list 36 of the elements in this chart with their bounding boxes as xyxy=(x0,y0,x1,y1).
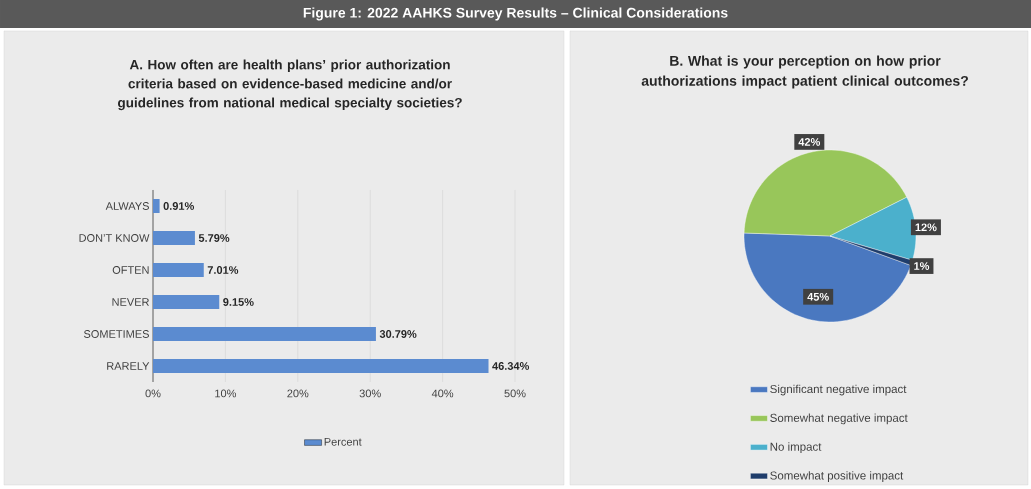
legend-label: Percent xyxy=(324,438,362,446)
bar xyxy=(153,358,489,373)
bar xyxy=(153,199,160,213)
data-label: 45% xyxy=(807,292,829,301)
bar xyxy=(153,294,220,309)
bar xyxy=(153,262,204,277)
x-tick-label: 10% xyxy=(215,389,237,398)
bar xyxy=(153,230,195,245)
chart-title: B. What is your perception on how prior authorizations impact patient clinical outcomes? xyxy=(641,55,968,89)
y-tick-label: SOMETIMES xyxy=(83,330,149,338)
y-tick-label: RARELY xyxy=(107,362,150,370)
x-tick-label: 30% xyxy=(359,389,381,398)
y-tick-label: NEVER xyxy=(112,298,149,306)
x-tick-label: 0% xyxy=(145,389,161,398)
data-label: 0.91% xyxy=(163,202,195,210)
y-tick-label: OFTEN xyxy=(112,266,149,274)
x-tick-label: 40% xyxy=(431,389,454,398)
data-label: 1% xyxy=(914,262,930,270)
data-label: 7.01% xyxy=(207,266,239,274)
legend-label: Somewhat positive impact xyxy=(770,471,904,482)
data-label: 42% xyxy=(798,138,821,146)
chart-title: A. How often are health plans’ prior authorization criteria based on evidence-based medicine and/or guidelines from national medical specialty societies? xyxy=(118,59,462,111)
y-tick-label: ALWAYS xyxy=(105,202,149,210)
legend-label: Somewhat negative impact xyxy=(770,413,908,425)
bar xyxy=(153,326,376,341)
data-label: 12% xyxy=(915,223,937,232)
data-label: 9.15% xyxy=(223,298,254,306)
y-tick-label: DON’T KNOW xyxy=(79,234,150,242)
text: Figure 1: 2022 AAHKS Survey Results – Clinical Considerations xyxy=(303,7,728,21)
legend-label: Significant negative impact xyxy=(770,384,907,396)
data-label: 5.79% xyxy=(198,234,230,242)
legend-label: No impact xyxy=(770,442,822,454)
data-label: 46.34% xyxy=(492,362,530,370)
data-label: 30.79% xyxy=(379,330,417,338)
x-tick-label: 50% xyxy=(504,389,526,398)
x-tick-label: 20% xyxy=(287,389,309,398)
